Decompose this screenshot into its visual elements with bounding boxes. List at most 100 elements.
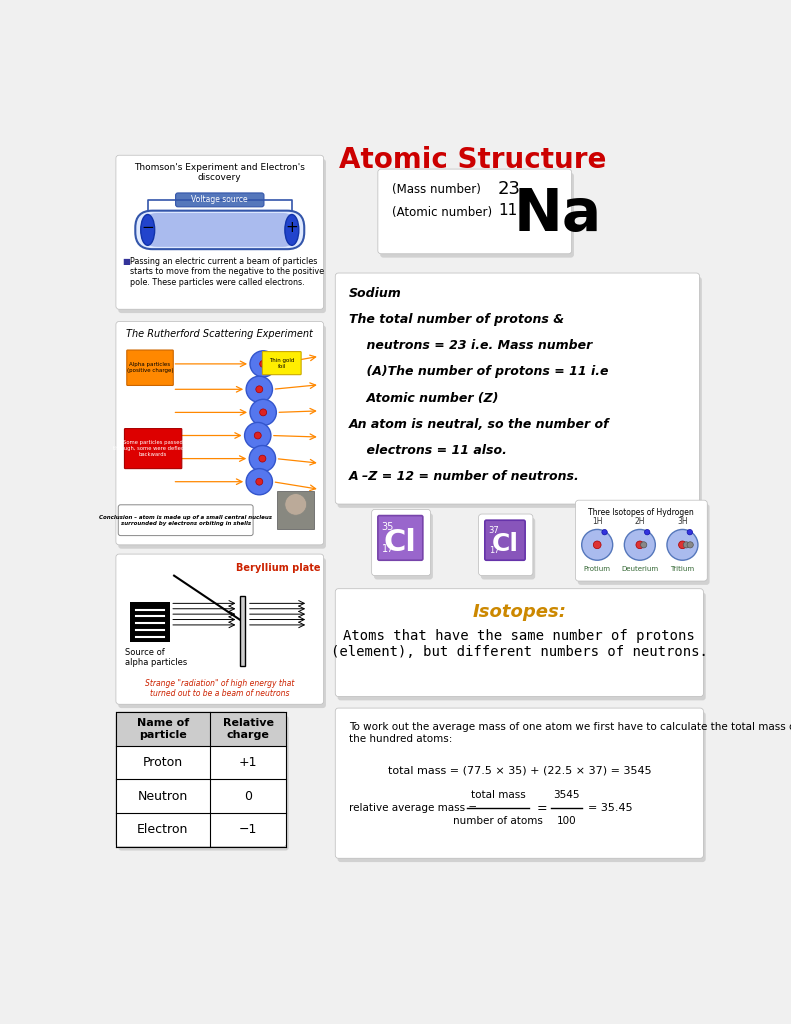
Circle shape [602,529,607,535]
Text: Atomic Structure: Atomic Structure [339,146,607,174]
Circle shape [259,455,266,462]
Text: Cl: Cl [384,528,417,557]
FancyBboxPatch shape [378,515,423,560]
Text: The Rutherford Scattering Experiment: The Rutherford Scattering Experiment [127,330,313,339]
Text: 23: 23 [498,180,521,198]
Text: Three Isotopes of Hydrogen: Three Isotopes of Hydrogen [589,508,694,517]
Bar [116,712,286,745]
Text: Alpha particles
(positive charge): Alpha particles (positive charge) [127,362,173,373]
Circle shape [255,386,263,393]
Text: Tritium: Tritium [671,566,694,571]
Circle shape [285,494,307,515]
Circle shape [255,478,263,485]
Circle shape [593,541,601,549]
Text: relative average mass =: relative average mass = [349,803,481,813]
Text: Isotopes:: Isotopes: [472,602,566,621]
FancyBboxPatch shape [124,429,182,469]
Circle shape [250,351,276,377]
Text: Sodium: Sodium [349,287,402,300]
Text: +1: +1 [239,756,257,769]
Text: An atom is neutral, so the number of: An atom is neutral, so the number of [349,418,610,431]
FancyBboxPatch shape [116,322,324,545]
FancyBboxPatch shape [118,505,253,536]
Text: 3545: 3545 [553,791,580,801]
FancyBboxPatch shape [485,520,525,560]
Text: 35: 35 [382,522,394,531]
Text: 17: 17 [382,544,394,554]
Text: Electron: Electron [137,823,188,837]
Text: 1H: 1H [592,517,603,526]
Circle shape [624,529,655,560]
FancyBboxPatch shape [378,169,572,254]
FancyBboxPatch shape [263,351,301,375]
Text: total mass = (77.5 × 35) + (22.5 × 37) = 3545: total mass = (77.5 × 35) + (22.5 × 37) =… [388,766,651,776]
FancyBboxPatch shape [576,500,707,581]
Text: (Mass number): (Mass number) [392,183,481,196]
Text: A –Z = 12 = number of neutrons.: A –Z = 12 = number of neutrons. [349,470,580,483]
Text: Protium: Protium [584,566,611,571]
Circle shape [246,376,272,402]
Text: Passing an electric current a beam of particles
starts to move from the negative: Passing an electric current a beam of pa… [130,257,324,287]
Text: Name of
particle: Name of particle [137,718,189,739]
Text: ■: ■ [122,257,130,266]
Text: neutrons = 23 i.e. Mass number: neutrons = 23 i.e. Mass number [349,339,592,352]
Text: Na: Na [513,186,602,243]
Circle shape [667,529,698,560]
Text: Strange "radiation" of high energy that
turned out to be a beam of neutrons: Strange "radiation" of high energy that … [145,679,294,698]
FancyBboxPatch shape [577,504,710,585]
FancyBboxPatch shape [481,518,536,580]
FancyBboxPatch shape [374,513,433,580]
Text: (Atomic number): (Atomic number) [392,206,492,219]
Text: Cl: Cl [491,532,518,556]
Text: Beryllium plate: Beryllium plate [237,563,321,573]
Bar [240,596,245,666]
FancyBboxPatch shape [335,273,699,504]
Text: Deuterium: Deuterium [621,566,658,571]
Circle shape [254,432,261,439]
Text: electrons = 11 also.: electrons = 11 also. [349,444,507,457]
Text: = 35.45: = 35.45 [588,803,633,813]
Text: =: = [537,802,547,815]
Circle shape [636,541,644,549]
FancyBboxPatch shape [338,276,702,508]
Text: Source of
alpha particles: Source of alpha particles [125,648,187,668]
Text: Conclusion – atom is made up of a small central nucleus
surrounded by electrons : Conclusion – atom is made up of a small … [99,515,272,525]
FancyBboxPatch shape [372,509,430,575]
Circle shape [641,542,647,548]
Text: Thomson's Experiment and Electron's
discovery: Thomson's Experiment and Electron's disc… [134,163,305,182]
Circle shape [683,542,690,548]
Circle shape [244,423,271,449]
Text: 11: 11 [498,203,517,218]
Bar [277,490,314,529]
Circle shape [679,541,687,549]
Text: 0: 0 [244,790,252,803]
FancyBboxPatch shape [335,708,703,858]
Text: To work out the average mass of one atom we first have to calculate the total ma: To work out the average mass of one atom… [349,722,791,743]
Text: −1: −1 [239,823,257,837]
Text: −: − [142,220,154,234]
Text: 100: 100 [556,816,576,826]
FancyBboxPatch shape [118,716,289,851]
FancyBboxPatch shape [118,326,326,549]
FancyBboxPatch shape [380,173,574,258]
Circle shape [645,529,650,535]
Text: (A)The number of protons = 11 i.e: (A)The number of protons = 11 i.e [349,366,609,379]
Text: Proton: Proton [142,756,183,769]
Text: 3H: 3H [677,517,687,526]
FancyBboxPatch shape [143,213,297,247]
Text: 2H: 2H [634,517,645,526]
Ellipse shape [141,214,155,246]
FancyBboxPatch shape [116,712,286,847]
FancyBboxPatch shape [338,712,706,862]
Text: Relative
charge: Relative charge [222,718,274,739]
FancyBboxPatch shape [116,156,324,309]
FancyBboxPatch shape [338,593,706,700]
Circle shape [687,529,693,535]
Circle shape [249,445,275,472]
Circle shape [687,542,693,548]
Text: total mass: total mass [471,791,525,801]
Text: The total number of protons &: The total number of protons & [349,313,564,326]
FancyBboxPatch shape [135,211,305,249]
Text: Atoms that have the same number of protons
(element), but different numbers of n: Atoms that have the same number of proto… [331,629,708,659]
Text: Voltage source: Voltage source [191,196,248,205]
